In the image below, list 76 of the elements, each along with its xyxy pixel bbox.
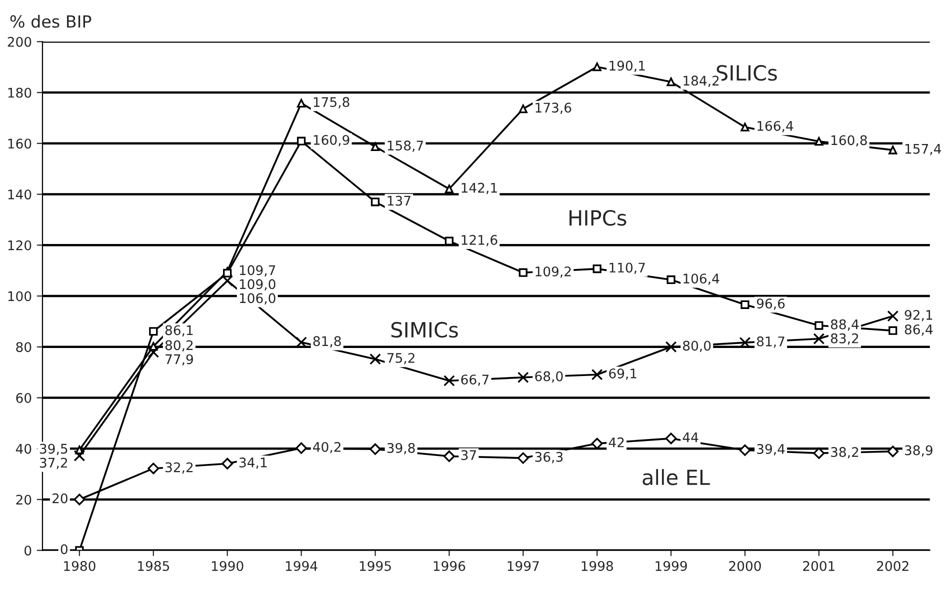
data-label: 75,2 (387, 352, 414, 364)
y-tick-label: 80 (16, 342, 32, 352)
x-tick-label: 2000 (729, 561, 761, 572)
y-tick-label: 60 (16, 392, 32, 403)
y-tick-label: 0 (24, 546, 32, 556)
data-label: 96,6 (756, 298, 785, 310)
data-label: 190,1 (610, 60, 645, 72)
y-tick-label: 160 (8, 138, 32, 149)
data-label: 109,2 (536, 266, 571, 278)
data-label: 83,2 (830, 333, 858, 345)
data-label: 160,8 (831, 135, 867, 147)
data-label: 36,3 (535, 452, 563, 464)
data-label: 81,7 (756, 336, 784, 348)
data-label: 32,2 (166, 462, 193, 474)
y-tick-label: 120 (8, 240, 32, 250)
data-label: 173,6 (536, 102, 572, 114)
data-label: 121,6 (462, 234, 498, 246)
data-label: 38,9 (904, 445, 932, 457)
data-label: 39,4 (757, 444, 785, 456)
x-tick-label: 1985 (138, 561, 170, 572)
y-tick-label: 180 (8, 88, 32, 98)
data-label: 88,4 (830, 319, 859, 331)
data-label: 34,1 (239, 457, 267, 469)
data-label: 66,7 (461, 374, 489, 386)
data-label: 39,8 (387, 442, 415, 454)
data-label: 109,0 (240, 279, 276, 291)
y-axis-title: % des BIP (10, 14, 92, 28)
data-label: 0 (60, 544, 68, 554)
y-tick-label: 200 (8, 36, 32, 47)
y-tick-label: 140 (8, 189, 32, 200)
data-label: 69,1 (609, 368, 636, 380)
data-label: 109,7 (240, 265, 276, 277)
data-label: 110,7 (610, 262, 645, 274)
data-label: 92,1 (904, 310, 932, 322)
y-tick-label: 40 (16, 444, 32, 454)
text: HIPCs (570, 210, 626, 226)
series-label: alle EL (642, 469, 710, 486)
x-tick-label: 1998 (582, 561, 613, 572)
x-tick-label: 2002 (877, 561, 908, 572)
x-tick-label: 1997 (508, 561, 539, 572)
data-label: 166,4 (758, 120, 794, 132)
series-label: SIMICs (391, 322, 458, 338)
data-label: 157,4 (905, 144, 942, 156)
data-label: 44 (682, 432, 698, 442)
data-label: 86,1 (165, 325, 193, 337)
data-label: 81,8 (313, 336, 341, 348)
data-label: 80,0 (683, 340, 711, 352)
data-label: 68,0 (535, 371, 563, 383)
data-label: 38,2 (831, 447, 858, 458)
x-tick-label: 1990 (212, 561, 244, 572)
data-label: 77,9 (166, 354, 193, 366)
data-label: 160,9 (314, 134, 350, 146)
y-tick-label: 20 (16, 494, 32, 505)
data-label: 42 (608, 437, 624, 448)
data-label: 37 (461, 450, 476, 460)
data-label: 106,0 (240, 293, 276, 305)
data-label: 40,2 (313, 442, 340, 454)
x-tick-label: 1980 (64, 561, 96, 572)
series-label: SILICs (716, 65, 777, 81)
data-label: 39,5 (40, 444, 68, 456)
data-label: 106,4 (684, 274, 720, 285)
data-label: 37,2 (40, 458, 68, 470)
x-tick-label: 1996 (434, 561, 466, 572)
data-label: 184,2 (684, 76, 719, 88)
data-label: 80,2 (165, 340, 193, 352)
x-tick-label: 1999 (656, 561, 687, 572)
data-label: 158,7 (388, 140, 423, 152)
data-label: 86,4 (904, 324, 933, 336)
data-label: 175,8 (314, 97, 350, 108)
y-tick-label: 100 (8, 291, 32, 302)
x-tick-label: 1994 (286, 561, 318, 572)
data-label: 20 (52, 493, 68, 504)
x-tick-label: 2001 (803, 561, 834, 572)
data-label: 137 (388, 196, 410, 206)
data-label: 142,1 (462, 182, 497, 194)
x-tick-label: 1995 (360, 561, 391, 572)
